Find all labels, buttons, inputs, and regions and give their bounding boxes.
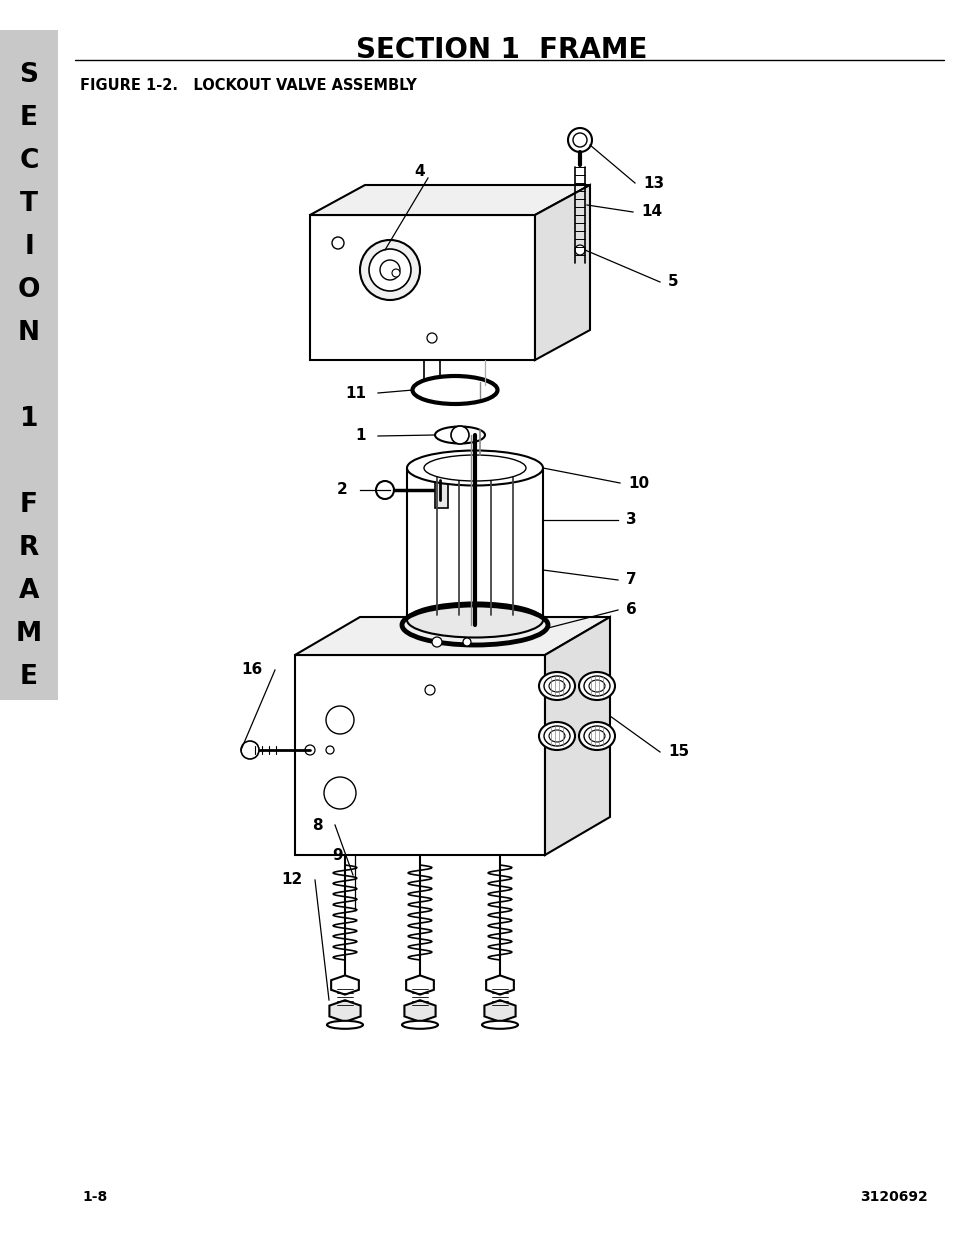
Text: FIGURE 1-2.   LOCKOUT VALVE ASSEMBLY: FIGURE 1-2. LOCKOUT VALVE ASSEMBLY	[80, 78, 416, 93]
Text: 2: 2	[337, 483, 348, 498]
Ellipse shape	[578, 672, 615, 700]
Text: C: C	[19, 148, 39, 174]
Circle shape	[575, 245, 584, 254]
Ellipse shape	[327, 1021, 363, 1029]
Polygon shape	[484, 1000, 515, 1021]
Circle shape	[359, 240, 419, 300]
Polygon shape	[329, 1000, 360, 1021]
Polygon shape	[435, 472, 448, 508]
Ellipse shape	[401, 1021, 437, 1029]
Text: 6: 6	[625, 603, 636, 618]
Text: F: F	[20, 492, 38, 517]
Bar	[0, 30, 58, 700]
Text: 10: 10	[627, 475, 648, 490]
Circle shape	[379, 261, 399, 280]
Circle shape	[424, 685, 435, 695]
Ellipse shape	[407, 451, 542, 485]
Text: A: A	[19, 578, 39, 604]
Polygon shape	[331, 976, 358, 994]
Text: 1: 1	[20, 406, 38, 432]
Circle shape	[462, 638, 471, 646]
Text: S: S	[19, 62, 38, 88]
Text: I: I	[24, 233, 34, 261]
Text: 3120692: 3120692	[859, 1191, 926, 1204]
Ellipse shape	[588, 730, 604, 742]
Text: 12: 12	[281, 872, 303, 888]
Circle shape	[375, 480, 394, 499]
Ellipse shape	[407, 603, 542, 637]
Ellipse shape	[583, 726, 609, 746]
Polygon shape	[544, 618, 609, 855]
Ellipse shape	[583, 676, 609, 697]
Circle shape	[305, 745, 314, 755]
Circle shape	[432, 637, 441, 647]
Text: 15: 15	[667, 745, 688, 760]
Ellipse shape	[543, 726, 569, 746]
Circle shape	[324, 777, 355, 809]
Text: O: O	[18, 277, 40, 303]
Polygon shape	[404, 1000, 436, 1021]
Ellipse shape	[423, 454, 525, 480]
Text: E: E	[20, 105, 38, 131]
Text: 5: 5	[667, 274, 678, 289]
Circle shape	[241, 741, 258, 760]
Text: 16: 16	[241, 662, 263, 678]
Text: 1-8: 1-8	[82, 1191, 107, 1204]
Circle shape	[573, 133, 586, 147]
Text: SECTION 1  FRAME: SECTION 1 FRAME	[355, 36, 647, 64]
Ellipse shape	[538, 722, 575, 750]
Circle shape	[326, 746, 334, 755]
Text: N: N	[18, 320, 40, 346]
Ellipse shape	[481, 1021, 517, 1029]
Polygon shape	[310, 215, 535, 359]
Polygon shape	[535, 185, 589, 359]
Circle shape	[326, 706, 354, 734]
Ellipse shape	[588, 680, 604, 692]
Circle shape	[392, 269, 399, 277]
Ellipse shape	[412, 375, 497, 404]
Ellipse shape	[543, 676, 569, 697]
Text: 13: 13	[642, 175, 663, 190]
Text: 11: 11	[345, 385, 366, 400]
Text: T: T	[20, 191, 38, 217]
Text: 8: 8	[312, 818, 323, 832]
Circle shape	[427, 333, 436, 343]
Circle shape	[451, 426, 469, 445]
Polygon shape	[294, 618, 609, 655]
Text: 9: 9	[332, 847, 343, 862]
Text: 7: 7	[625, 573, 636, 588]
Circle shape	[567, 128, 592, 152]
Text: 4: 4	[415, 164, 425, 179]
Ellipse shape	[578, 722, 615, 750]
Polygon shape	[310, 185, 589, 215]
Text: 3: 3	[625, 513, 636, 527]
Text: R: R	[19, 535, 39, 561]
Circle shape	[332, 237, 344, 249]
Ellipse shape	[538, 672, 575, 700]
Polygon shape	[406, 976, 434, 994]
Text: M: M	[16, 621, 42, 647]
Text: 1: 1	[355, 429, 366, 443]
Polygon shape	[294, 655, 544, 855]
Polygon shape	[486, 976, 514, 994]
Ellipse shape	[548, 680, 564, 692]
Circle shape	[369, 249, 411, 291]
Ellipse shape	[435, 426, 484, 443]
Text: E: E	[20, 664, 38, 690]
Ellipse shape	[548, 730, 564, 742]
Text: 14: 14	[640, 205, 661, 220]
